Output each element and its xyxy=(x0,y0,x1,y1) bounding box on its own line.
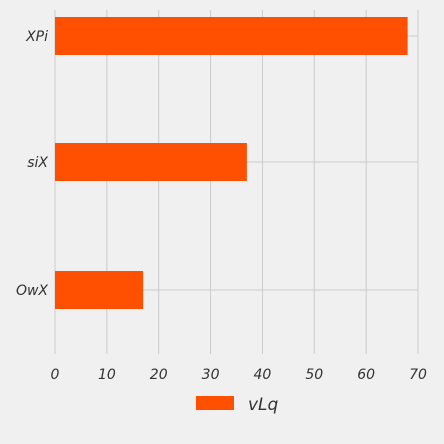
x-tick-label: 70 xyxy=(409,367,427,383)
x-tick-label: 60 xyxy=(357,367,375,383)
x-tick-label: 30 xyxy=(202,367,220,383)
bar-xpi xyxy=(55,17,408,55)
bars xyxy=(55,17,408,309)
x-tick-label: 50 xyxy=(305,367,323,383)
x-tick-label: 20 xyxy=(150,367,168,383)
legend-swatch xyxy=(196,396,234,410)
category-label-six: siX xyxy=(27,155,48,171)
bar-six xyxy=(55,143,247,181)
x-tick-label: 0 xyxy=(51,367,60,383)
x-tick-labels: 0 10 20 30 40 50 60 70 xyxy=(51,367,427,383)
legend: vLq xyxy=(196,395,279,415)
category-label-xpi: XPi xyxy=(25,29,48,45)
x-tick-label: 10 xyxy=(98,367,116,383)
bar-owx xyxy=(55,271,144,309)
category-labels: XPi siX OwX xyxy=(16,29,48,299)
legend-label: vLq xyxy=(248,395,279,415)
category-label-owx: OwX xyxy=(16,283,48,299)
x-tick-label: 40 xyxy=(254,367,272,383)
